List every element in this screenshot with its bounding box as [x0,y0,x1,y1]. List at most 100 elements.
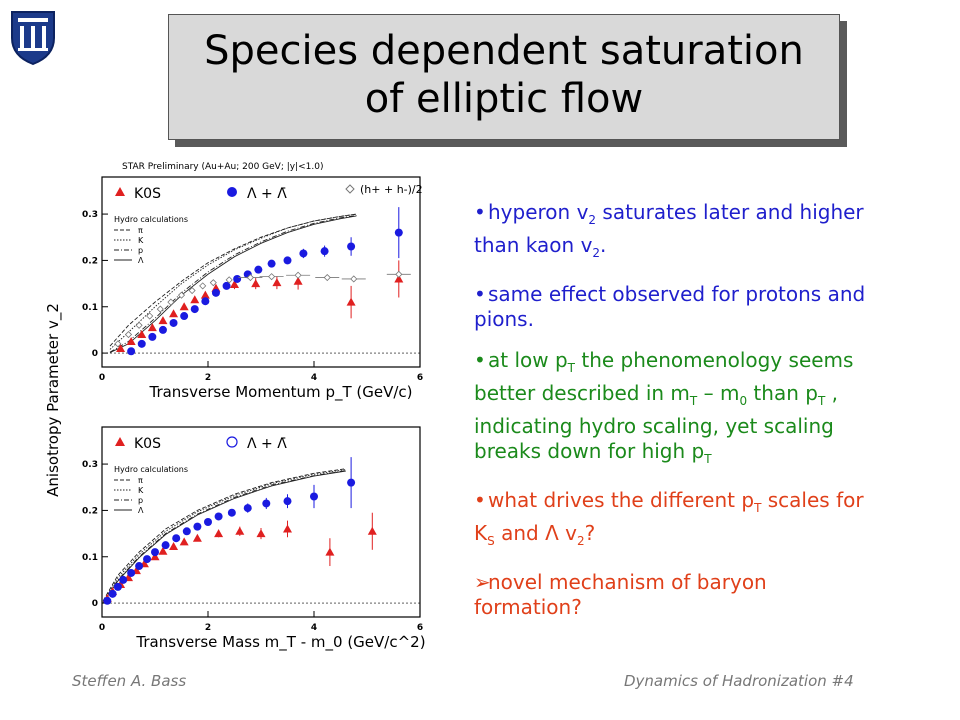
y-tick-label: 0.3 [82,460,98,470]
bullet-marker: • [474,200,486,224]
kshort-point [179,302,189,311]
hydro-curve-1 [102,469,346,602]
hadron-point [246,273,254,282]
kshort-point [200,290,210,299]
bullet-text: 2 [592,246,601,260]
bullet-text: and Λ v [494,521,577,545]
kshort-point [192,533,202,542]
legend-hadron-marker [345,184,355,194]
bullet-text: T [754,501,762,515]
y-axis-label: Anisotropy Parameter v_2 [44,303,63,497]
hydro-legend-title: Hydro calculations [114,465,188,474]
hadron-point [146,312,154,320]
x-axis-label: Transverse Mass m_T - m_0 (GeV/c^2) [135,633,425,652]
hydro-legend-label: Λ [138,506,144,515]
lambda-point [347,242,356,251]
hadron-point [114,340,122,348]
x-axis-label: Transverse Momentum p_T (GeV/c) [148,383,412,402]
legend-kshort-label: K0S [134,436,161,452]
lambda-point [103,596,112,605]
bullet-text: at low p [488,348,568,372]
bullet-text: – m [697,381,740,405]
bullet-item-3: • at low pT the phenomenology seems bette… [474,348,874,472]
x-tick-label: 4 [311,373,317,383]
y-tick-label: 0.2 [82,256,98,266]
lambda-point [214,512,223,521]
bullet-text: T [689,394,698,408]
hydro-legend-title: Hydro calculations [114,215,188,224]
hydro-legend-label: p [138,496,143,505]
kshort-point [179,537,189,546]
lambda-point [182,527,191,536]
lambda-point [283,256,292,265]
footer-slide-title: Dynamics of Hadronization #4 [624,672,854,690]
legend-lambda-label: Λ + Λ̄ [247,436,287,452]
bullet-text: hyperon v [488,200,589,224]
kshort-point [126,337,136,346]
kshort-point [158,546,168,555]
hydro-legend-label: π [138,476,143,485]
y-tick-label: 0 [92,349,98,359]
lambda-point [137,339,146,348]
lambda-point [204,518,212,526]
legend-lambda-marker [227,187,237,197]
legend-kshort-marker [115,437,125,446]
hydro-curve-2 [109,215,357,353]
hadron-point [124,330,133,339]
plot-frame [101,426,421,618]
bullet-text: T [567,361,576,375]
kshort-point [293,276,303,285]
kshort-point [169,542,179,551]
lambda-point [299,249,308,258]
lambda-point [320,247,329,256]
title-box: Species dependent saturation of elliptic… [168,14,840,140]
lambda-point [127,347,136,356]
kshort-point [283,524,292,533]
hadron-point [225,276,233,284]
hydro-curve-3 [102,470,346,603]
bullet-item-2: • same effect observed for protons and pi… [474,282,874,332]
hadron-point [156,305,164,313]
chart-title: STAR Preliminary (Au+Au; 200 GeV; |y|<1.… [122,162,324,172]
legend-kshort-marker [115,187,125,196]
lambda-point [193,522,202,531]
bullet-text: . [600,233,607,257]
hydro-legend-label: K [138,486,144,495]
lambda-point [283,497,292,506]
hadron-point [199,282,207,290]
hydro-legend-label: K [138,236,144,245]
hadron-point [135,321,143,329]
hydro-curve-0 [102,468,346,602]
lambda-point [113,582,122,591]
kshort-point [137,330,147,339]
kshort-point [346,297,356,306]
bullet-text: scales for K [474,488,864,545]
lambda-point [262,499,271,508]
hydro-curve-1 [109,213,357,350]
lambda-point [243,504,252,513]
lambda-point [394,228,403,237]
bullet-marker: • [474,348,486,372]
bullet-text: what drives the different p [488,488,755,512]
lambda-point [108,589,117,598]
bullet-marker: ➢ [474,570,491,594]
title-line-2: of elliptic flow [364,76,644,122]
lambda-point [158,325,167,334]
legend-lambda-label: Λ + Λ̄ [247,186,287,202]
bullet-text: 2 [588,213,597,227]
x-tick-label: 6 [417,373,423,383]
kshort-point [272,278,282,287]
bullet-text: T [704,452,712,466]
bullet-item-1: • hyperon v2 saturates later and higher t… [474,200,874,266]
y-tick-label: 0.3 [82,210,98,220]
bullet-item-5: ➢novel mechanism of baryon formation? [474,570,874,620]
x-tick-label: 0 [99,373,105,383]
kshort-point [256,529,266,538]
lambda-point [135,562,144,571]
lambda-point [151,548,159,557]
kshort-point [116,343,126,352]
lambda-point [190,305,199,314]
bullet-text: ? [584,521,596,545]
hadron-point [323,273,331,282]
x-tick-label: 4 [311,623,317,633]
